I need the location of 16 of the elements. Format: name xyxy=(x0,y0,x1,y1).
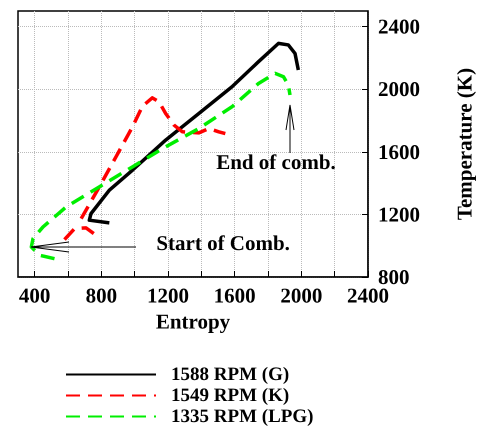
y-tick-label: 2000 xyxy=(378,77,420,102)
x-tick-label: 1600 xyxy=(214,284,256,308)
y-axis-title: Temperature (K) xyxy=(452,68,476,220)
annotation: End of comb. xyxy=(216,150,336,174)
legend-label: 1335 RPM (LPG) xyxy=(171,406,314,427)
legend-label: 1588 RPM (G) xyxy=(171,364,290,385)
x-tick-label: 800 xyxy=(86,284,118,308)
x-axis-title: Entropy xyxy=(156,310,231,334)
legend-label: 1549 RPM (K) xyxy=(171,385,290,406)
x-tick-label: 1200 xyxy=(147,284,189,308)
y-tick-label: 1600 xyxy=(378,140,420,164)
x-tick-label: 400 xyxy=(18,284,50,308)
x-tick-label: 2000 xyxy=(280,284,322,308)
y-tick-label: 2400 xyxy=(378,14,420,39)
y-tick-label: 1200 xyxy=(378,202,420,226)
annotation: Start of Comb. xyxy=(156,230,290,255)
